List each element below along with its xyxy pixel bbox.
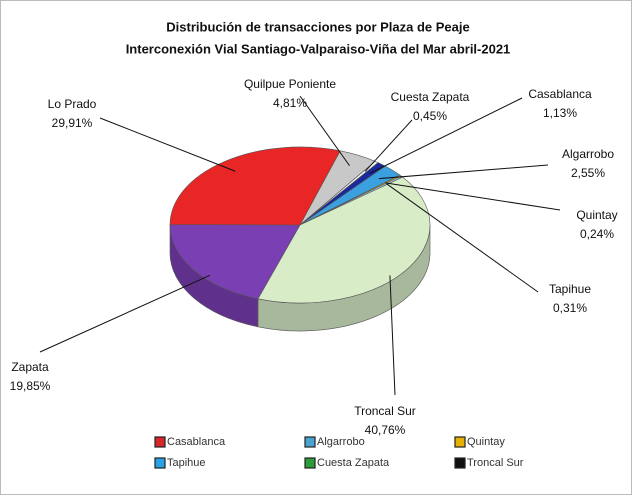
legend-label: Cuesta Zapata [317, 457, 390, 469]
legend-label: Quintay [467, 436, 505, 448]
value-label: 40,76% [365, 423, 406, 437]
slice-name: Zapata [11, 360, 49, 374]
leader-line [389, 275, 396, 396]
legend-swatch [304, 436, 316, 448]
value-label: 1,13% [543, 106, 577, 120]
slice-name: Casablanca [528, 87, 592, 101]
legend-swatch [154, 436, 166, 448]
legend-swatch [454, 457, 466, 469]
legend-label: Troncal Sur [467, 457, 524, 469]
value-label: 29,91% [52, 116, 93, 130]
slice [169, 146, 341, 226]
chart-title: Distribución de transacciones por Plaza … [166, 19, 469, 34]
value-label: 0,45% [413, 109, 447, 123]
chart-subtitle: Interconexión Vial Santiago-Valparaiso-V… [126, 41, 511, 56]
slice-name: Tapihue [549, 282, 591, 296]
slice-name: Algarrobo [562, 147, 614, 161]
slice-name: Cuesta Zapata [391, 90, 470, 104]
leader-line [39, 274, 211, 353]
slice-name: Quilpue Poniente [244, 77, 336, 91]
slice-name: Lo Prado [48, 97, 97, 111]
leader-line [369, 97, 523, 174]
leader-line [364, 119, 413, 172]
legend-swatch [304, 457, 316, 469]
slice-name: Troncal Sur [354, 404, 416, 418]
slice [257, 176, 431, 304]
slice-name: Quintay [576, 208, 617, 222]
leader-line [385, 182, 561, 211]
legend-label: Tapihue [167, 457, 206, 469]
value-label: 0,31% [553, 301, 587, 315]
leader-line [299, 95, 350, 167]
legend-label: Algarrobo [317, 436, 365, 448]
legend-swatch [154, 457, 166, 469]
leader-line [99, 117, 236, 172]
slice [169, 224, 301, 300]
leader-line [386, 183, 539, 293]
leader-line [378, 164, 549, 180]
value-label: 2,55% [571, 166, 605, 180]
legend-swatch [454, 436, 466, 448]
legend-label: Casablanca [167, 436, 226, 448]
value-label: 19,85% [10, 379, 51, 393]
value-label: 4,81% [273, 96, 307, 110]
value-label: 0,24% [580, 227, 614, 241]
